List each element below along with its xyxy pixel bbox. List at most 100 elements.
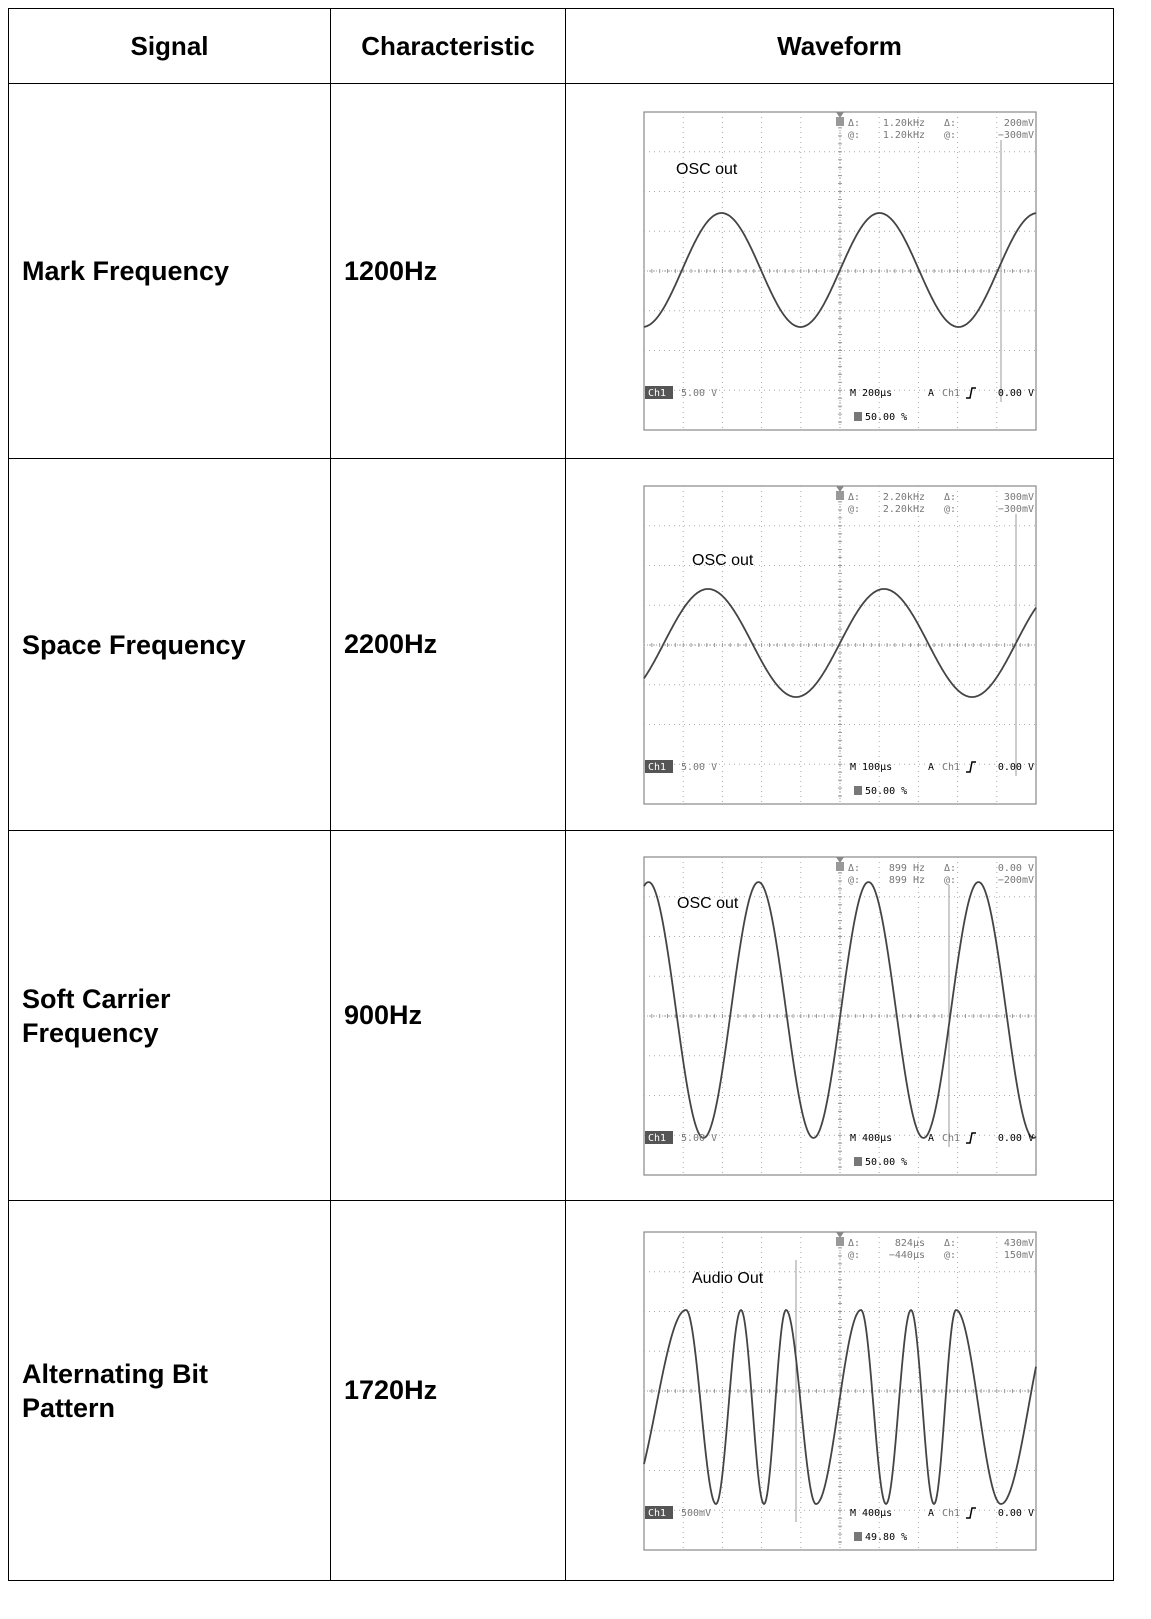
cursor-readout: @: <box>944 1250 956 1261</box>
header-cell: Characteristic <box>331 9 566 84</box>
header-cell: Signal <box>9 9 331 84</box>
signal-name: Space Frequency <box>22 628 292 662</box>
timebase: M 400µs <box>850 1133 892 1144</box>
cursor-readout: 824µs <box>894 1238 924 1249</box>
trigger-level: 0.00 V <box>997 1508 1033 1519</box>
cursor-readout: @: <box>848 130 860 141</box>
table-row: Soft Carrier Frequency 900Hz Δ: 899 Hz Δ: 0.0… <box>9 831 1114 1201</box>
volts-per-div: 5.00 V <box>681 1133 717 1144</box>
signal-name: Mark Frequency <box>22 254 292 288</box>
cursor-readout: Δ: <box>944 492 956 503</box>
waveform-cell: Δ:1.20kHzΔ:200mV@:1.20kHz@:−300mVOSC out… <box>566 84 1114 459</box>
trigger-pos-icon <box>854 412 862 421</box>
cursor-icon <box>836 1237 844 1246</box>
channel-badge: Ch1 <box>648 1133 666 1144</box>
cursor-readout: 899 Hz <box>888 863 924 874</box>
trigger-position: 49.80 % <box>865 1532 907 1543</box>
trigger-pos-icon <box>854 1157 862 1166</box>
cursor-readout: 300mV <box>1003 492 1033 503</box>
cursor-readout: −300mV <box>997 130 1033 141</box>
page: Signal Characteristic Waveform Mark Freq… <box>0 0 1151 1619</box>
trigger-position: 50.00 % <box>865 786 907 797</box>
cursor-readout: 2.20kHz <box>882 504 924 515</box>
oscilloscope-screen: Δ: 2.20kHz Δ: 300mV @: 2.20kHz @: −300mV OSC out… <box>643 485 1037 805</box>
trigger-channel: Ch1 <box>942 388 960 399</box>
cursor-readout: −300mV <box>997 504 1033 515</box>
oscilloscope-screen: Δ:899 HzΔ:0.00 V@:899 Hz@:−200mVOSC outC… <box>643 856 1037 1176</box>
trigger-mode: A <box>928 1133 934 1144</box>
trigger-mode: A <box>928 1508 934 1519</box>
signal-cell: Alternating Bit Pattern <box>9 1201 331 1581</box>
timebase: M 100µs <box>850 762 892 773</box>
trigger-level: 0.00 V <box>997 1133 1033 1144</box>
signal-cell: Space Frequency <box>9 459 331 831</box>
trigger-position: 50.00 % <box>865 1157 907 1168</box>
header-row: Signal Characteristic Waveform <box>9 9 1114 84</box>
volts-per-div: 5.00 V <box>681 762 717 773</box>
trigger-pos-icon <box>854 786 862 795</box>
cursor-icon <box>836 862 844 871</box>
cursor-readout: 0.00 V <box>997 863 1033 874</box>
trigger-channel: Ch1 <box>942 1508 960 1519</box>
channel-label: OSC out <box>692 552 754 569</box>
cursor-readout: Δ: <box>848 863 860 874</box>
cursor-readout: 1.20kHz <box>882 118 924 129</box>
channel-label: OSC out <box>677 895 739 912</box>
cursor-readout: @: <box>944 130 956 141</box>
volts-per-div: 5.00 V <box>681 388 717 399</box>
cursor-readout: Δ: <box>848 118 860 129</box>
cursor-readout: Δ: <box>944 863 956 874</box>
cursor-readout: @: <box>944 504 956 515</box>
waveform-cell: Δ: 2.20kHz Δ: 300mV @: 2.20kHz @: −300mV OSC out… <box>566 459 1114 831</box>
cursor-readout: @: <box>944 875 956 886</box>
characteristic-cell: 900Hz <box>331 831 566 1201</box>
trigger-level: 0.00 V <box>997 762 1033 773</box>
timebase: M 400µs <box>850 1508 892 1519</box>
trigger-channel: Ch1 <box>942 1133 960 1144</box>
trigger-mode: A <box>928 388 934 399</box>
channel-label: OSC out <box>676 161 738 178</box>
cursor-readout: Δ: <box>848 1238 860 1249</box>
table-row: Space Frequency 2200Hz Δ: 2.20kHz Δ: 300mV @: 2… <box>9 459 1114 831</box>
timebase: M 200µs <box>850 388 892 399</box>
cursor-readout: Δ: <box>848 492 860 503</box>
characteristic-cell: 2200Hz <box>331 459 566 831</box>
cursor-readout: 899 Hz <box>888 875 924 886</box>
cursor-readout: Δ: <box>944 118 956 129</box>
volts-per-div: 500mV <box>681 1508 711 1519</box>
trigger-pos-icon <box>854 1532 862 1541</box>
characteristic-cell: 1720Hz <box>331 1201 566 1581</box>
signal-name: Soft Carrier Frequency <box>22 982 292 1050</box>
channel-label: Audio Out <box>692 1270 764 1287</box>
cursor-readout: @: <box>848 1250 860 1261</box>
cursor-readout: Δ: <box>944 1238 956 1249</box>
trigger-position: 50.00 % <box>865 412 907 423</box>
cursor-readout: 200mV <box>1003 118 1033 129</box>
cursor-icon <box>836 117 844 126</box>
channel-badge: Ch1 <box>648 388 666 399</box>
trigger-level: 0.00 V <box>997 388 1033 399</box>
signal-cell: Mark Frequency <box>9 84 331 459</box>
cursor-readout: @: <box>848 875 860 886</box>
channel-badge: Ch1 <box>648 1508 666 1519</box>
cursor-readout: −440µs <box>888 1250 924 1261</box>
cursor-icon <box>836 491 844 500</box>
cursor-readout: 430mV <box>1003 1238 1033 1249</box>
signal-table: Signal Characteristic Waveform Mark Freq… <box>8 8 1114 1581</box>
characteristic-cell: 1200Hz <box>331 84 566 459</box>
channel-badge: Ch1 <box>648 762 666 773</box>
cursor-readout: @: <box>848 504 860 515</box>
cursor-readout: 2.20kHz <box>882 492 924 503</box>
cursor-readout: 150mV <box>1003 1250 1033 1261</box>
waveform-cell: Δ: 824µs Δ: 430mV @: −440µs @: 150mV Audio Out Ch… <box>566 1201 1114 1581</box>
oscilloscope-screen: Δ: 824µs Δ: 430mV @: −440µs @: 150mV Audio Out Ch… <box>643 1231 1037 1551</box>
trigger-mode: A <box>928 762 934 773</box>
header-cell: Waveform <box>566 9 1114 84</box>
trigger-channel: Ch1 <box>942 762 960 773</box>
signal-cell: Soft Carrier Frequency <box>9 831 331 1201</box>
